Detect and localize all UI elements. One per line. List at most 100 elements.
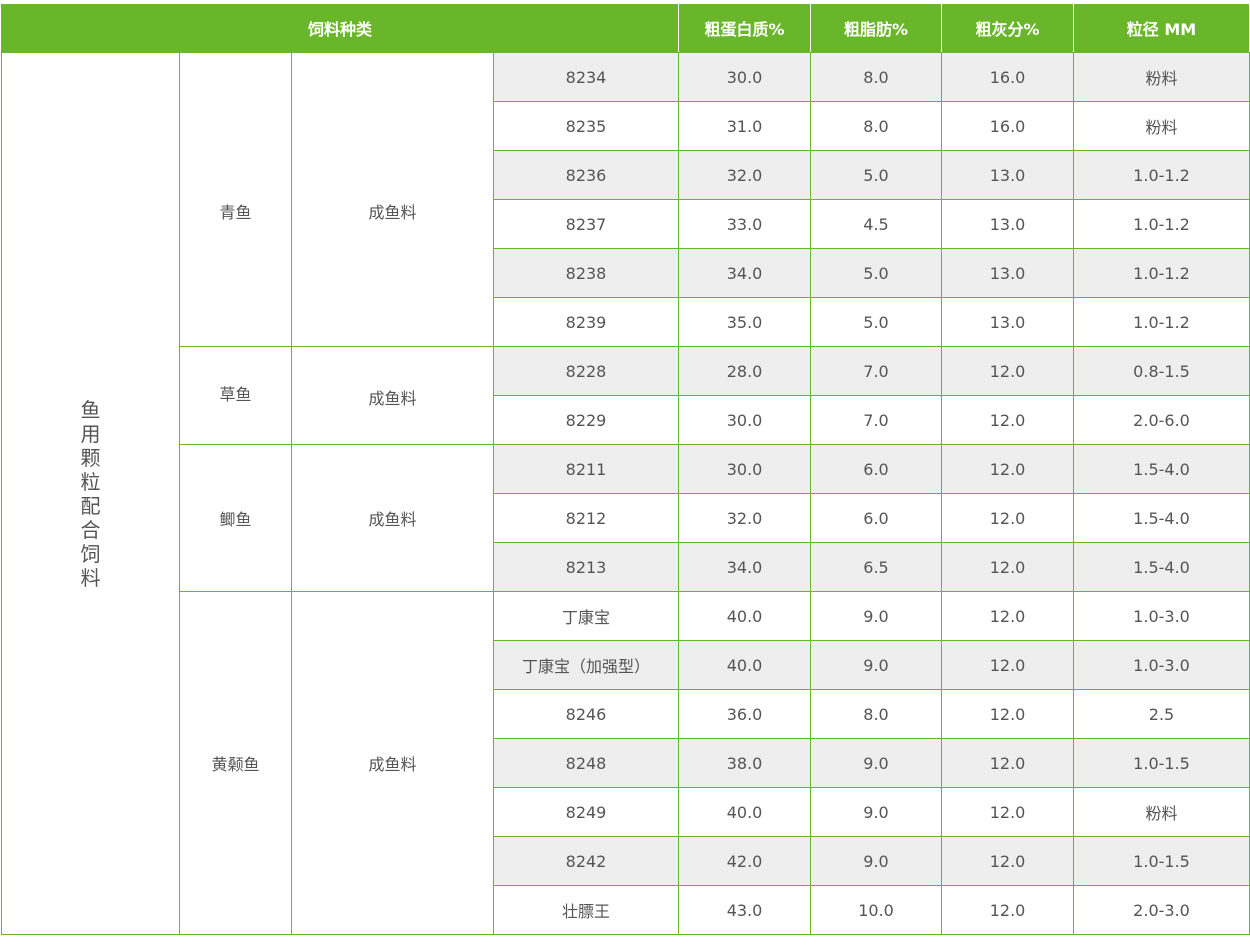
crude-fat: 9.0 (810, 787, 943, 837)
particle-size: 1.0-1.5 (1073, 738, 1250, 788)
product-code: 8246 (492, 689, 680, 739)
crude-fat: 9.0 (810, 738, 943, 788)
crude-protein: 40.0 (678, 591, 812, 641)
fish-cell: 黄颡鱼 (179, 591, 292, 935)
crude-ash: 12.0 (941, 689, 1075, 739)
header-protein: 粗蛋白质% (678, 3, 812, 53)
crude-protein: 30.0 (678, 395, 812, 445)
crude-protein: 30.0 (678, 444, 812, 494)
crude-ash: 13.0 (941, 248, 1075, 298)
crude-fat: 9.0 (810, 640, 943, 690)
header-fat: 粗脂肪% (810, 3, 943, 53)
particle-size: 1.5-4.0 (1073, 493, 1250, 543)
particle-size: 粉料 (1073, 101, 1250, 151)
product-code: 8228 (492, 346, 680, 396)
category-cell: 鱼用颗粒配合饲料 (1, 52, 180, 935)
crude-fat: 9.0 (810, 836, 943, 886)
crude-protein: 31.0 (678, 101, 812, 151)
product-code: 8211 (492, 444, 680, 494)
particle-size: 0.8-1.5 (1073, 346, 1250, 396)
fish-cell: 青鱼 (179, 52, 292, 347)
particle-size: 1.5-4.0 (1073, 542, 1250, 592)
product-code: 8248 (492, 738, 680, 788)
table-row: 8237 33.0 4.5 13.0 1.0-1.2 (2, 199, 1250, 249)
crude-protein: 34.0 (678, 248, 812, 298)
table-row: 8212 32.0 6.0 12.0 1.5-4.0 (2, 493, 1250, 543)
crude-fat: 7.0 (810, 346, 943, 396)
crude-fat: 9.0 (810, 591, 943, 641)
crude-ash: 12.0 (941, 395, 1075, 445)
crude-ash: 12.0 (941, 787, 1075, 837)
particle-size: 2.5 (1073, 689, 1250, 739)
crude-ash: 16.0 (941, 52, 1075, 102)
table-row: 草鱼 成鱼料 8228 28.0 7.0 12.0 0.8-1.5 (2, 346, 1250, 445)
table-row: 8246 36.0 8.0 12.0 2.5 (2, 689, 1250, 739)
crude-fat: 4.5 (810, 199, 943, 249)
feed-spec-table: 饲料种类 粗蛋白质% 粗脂肪% 粗灰分% 粒径 MM 鱼用颗粒配合饲料 青鱼 成鱼料… (0, 3, 1250, 935)
crude-protein: 30.0 (678, 52, 812, 102)
table-row: 黄颡鱼 成鱼料 丁康宝 40.0 9.0 12.0 1.0-3.0 (2, 591, 1250, 935)
feed-type-cell: 成鱼料 (291, 591, 494, 935)
crude-protein: 33.0 (678, 199, 812, 249)
table-row: 8236 32.0 5.0 13.0 1.0-1.2 (2, 150, 1250, 200)
crude-fat: 6.0 (810, 444, 943, 494)
crude-ash: 12.0 (941, 836, 1075, 886)
particle-size: 1.0-1.5 (1073, 836, 1250, 886)
crude-fat: 6.0 (810, 493, 943, 543)
product-code: 8236 (492, 150, 680, 200)
particle-size: 1.0-3.0 (1073, 640, 1250, 690)
crude-fat: 7.0 (810, 395, 943, 445)
particle-size: 1.0-1.2 (1073, 150, 1250, 200)
table-row: 鲫鱼 成鱼料 8211 30.0 6.0 12.0 1.5-4.0 (2, 444, 1250, 592)
product-code: 8213 (492, 542, 680, 592)
crude-protein: 36.0 (678, 689, 812, 739)
table-row: 丁康宝（加强型） 40.0 9.0 12.0 1.0-3.0 (2, 640, 1250, 690)
product-code: 8249 (492, 787, 680, 837)
crude-ash: 16.0 (941, 101, 1075, 151)
product-code: 8242 (492, 836, 680, 886)
particle-size: 1.5-4.0 (1073, 444, 1250, 494)
particle-size: 1.0-1.2 (1073, 199, 1250, 249)
header-category: 饲料种类 (0, 3, 680, 53)
crude-fat: 8.0 (810, 689, 943, 739)
crude-fat: 8.0 (810, 52, 943, 102)
crude-ash: 13.0 (941, 150, 1075, 200)
fish-cell: 草鱼 (179, 346, 292, 445)
crude-fat: 5.0 (810, 248, 943, 298)
crude-fat: 6.5 (810, 542, 943, 592)
product-code: 8212 (492, 493, 680, 543)
particle-size: 2.0-3.0 (1073, 885, 1250, 935)
table-row: 8242 42.0 9.0 12.0 1.0-1.5 (2, 836, 1250, 886)
table-row: 鱼用颗粒配合饲料 青鱼 成鱼料 8234 30.0 8.0 16.0 粉料 (1, 52, 1250, 935)
header-row: 饲料种类 粗蛋白质% 粗脂肪% 粗灰分% 粒径 MM (0, 3, 1250, 53)
category-label: 鱼用颗粒配合饲料 (80, 397, 101, 590)
crude-ash: 12.0 (941, 542, 1075, 592)
particle-size: 粉料 (1073, 787, 1250, 837)
crude-protein: 38.0 (678, 738, 812, 788)
crude-ash: 12.0 (941, 493, 1075, 543)
crude-protein: 35.0 (678, 297, 812, 347)
crude-fat: 5.0 (810, 297, 943, 347)
particle-size: 1.0-1.2 (1073, 297, 1250, 347)
particle-size: 1.0-3.0 (1073, 591, 1250, 641)
header-ash: 粗灰分% (941, 3, 1075, 53)
table-row: 8235 31.0 8.0 16.0 粉料 (2, 101, 1250, 151)
product-code: 8234 (492, 52, 680, 102)
feed-type-cell: 成鱼料 (291, 52, 494, 347)
crude-ash: 13.0 (941, 297, 1075, 347)
table-row: 8239 35.0 5.0 13.0 1.0-1.2 (2, 297, 1250, 347)
particle-size: 2.0-6.0 (1073, 395, 1250, 445)
product-code: 壮膘王 (492, 885, 680, 935)
feed-type-cell: 成鱼料 (291, 444, 494, 592)
crude-protein: 40.0 (678, 640, 812, 690)
crude-ash: 12.0 (941, 444, 1075, 494)
crude-protein: 32.0 (678, 493, 812, 543)
table-row: 壮膘王 43.0 10.0 12.0 2.0-3.0 (2, 885, 1250, 935)
product-code: 8229 (492, 395, 680, 445)
particle-size: 1.0-1.2 (1073, 248, 1250, 298)
header-size: 粒径 MM (1073, 3, 1250, 53)
crude-ash: 13.0 (941, 199, 1075, 249)
crude-ash: 12.0 (941, 885, 1075, 935)
fish-cell: 鲫鱼 (179, 444, 292, 592)
crude-ash: 12.0 (941, 346, 1075, 396)
